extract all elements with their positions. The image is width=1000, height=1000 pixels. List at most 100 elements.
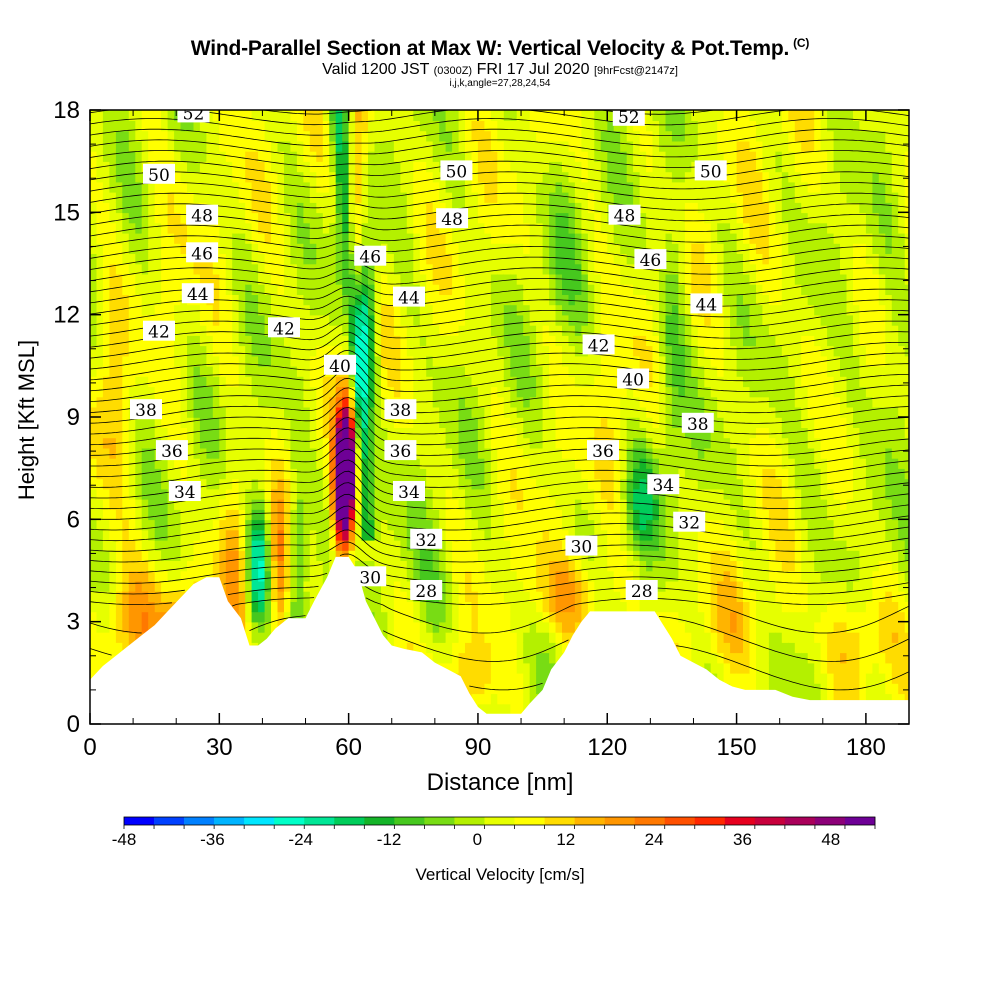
velocity-cell [691, 386, 699, 398]
velocity-cell [465, 110, 473, 121]
velocity-cell [174, 314, 182, 326]
velocity-cell [445, 263, 453, 275]
velocity-cell [316, 130, 324, 142]
velocity-cell [284, 478, 292, 490]
velocity-cell [232, 570, 240, 582]
velocity-cell [432, 263, 440, 275]
velocity-cell [529, 150, 537, 162]
velocity-cell [102, 642, 111, 654]
velocity-cell [109, 396, 117, 408]
velocity-cell [471, 140, 479, 152]
velocity-cell [665, 284, 673, 295]
velocity-cell [381, 498, 389, 510]
velocity-cell [251, 427, 259, 439]
velocity-cell [510, 417, 518, 428]
velocity-cell [562, 406, 570, 418]
velocity-cell [445, 529, 453, 541]
velocity-cell [219, 110, 227, 121]
velocity-cell [271, 365, 279, 377]
velocity-cell [691, 202, 699, 214]
velocity-cell [90, 601, 98, 613]
velocity-cell [665, 437, 673, 449]
velocity-cell [549, 212, 557, 224]
velocity-cell [96, 304, 104, 316]
velocity-cell [529, 652, 537, 664]
velocity-cell [284, 509, 292, 521]
velocity-cell [154, 232, 162, 244]
velocity-cell [497, 294, 505, 306]
velocity-cell [413, 212, 421, 224]
velocity-cell [187, 171, 195, 183]
velocity-cell [626, 427, 634, 439]
velocity-cell [633, 171, 641, 183]
velocity-cell [212, 498, 221, 510]
velocity-cell [516, 294, 524, 306]
velocity-cell [659, 284, 667, 295]
velocity-cell [419, 560, 428, 572]
velocity-cell [529, 591, 537, 602]
velocity-cell [238, 468, 246, 480]
velocity-cell [264, 498, 272, 510]
velocity-cell [122, 181, 130, 193]
velocity-cell [161, 580, 169, 592]
velocity-cell [174, 222, 182, 234]
velocity-cell [316, 417, 324, 428]
velocity-cell [238, 498, 246, 510]
velocity-cell [562, 417, 570, 428]
velocity-cell [471, 652, 479, 664]
velocity-cell [258, 263, 266, 275]
velocity-cell [206, 427, 214, 439]
velocity-cell [607, 222, 615, 234]
velocity-cell [477, 457, 486, 469]
velocity-cell [439, 468, 447, 480]
velocity-cell [691, 621, 699, 633]
velocity-cell [102, 570, 111, 582]
velocity-cell [490, 130, 499, 142]
velocity-cell [206, 386, 214, 398]
velocity-cell [419, 621, 428, 633]
velocity-cell [652, 550, 660, 561]
velocity-cell [284, 161, 292, 173]
velocity-cell [574, 273, 583, 285]
velocity-cell [665, 529, 673, 541]
velocity-cell [335, 140, 343, 152]
velocity-cell [342, 120, 350, 132]
velocity-cell [264, 222, 272, 234]
velocity-cell [452, 539, 460, 551]
velocity-cell [503, 478, 512, 490]
velocity-cell [148, 468, 156, 480]
velocity-cell [529, 191, 537, 203]
velocity-cell [465, 529, 473, 541]
velocity-cell [212, 314, 221, 326]
velocity-cell [102, 191, 111, 203]
velocity-cell [639, 457, 647, 469]
velocity-cell [497, 631, 505, 643]
velocity-cell [516, 488, 524, 500]
velocity-cell [232, 140, 240, 152]
velocity-cell [361, 427, 369, 439]
velocity-cell [238, 294, 246, 306]
velocity-cell [542, 580, 550, 592]
velocity-cell [465, 662, 473, 674]
velocity-cell [432, 294, 440, 306]
velocity-cell [296, 120, 305, 132]
velocity-cell [329, 519, 337, 531]
velocity-cell [503, 662, 512, 674]
velocity-cell [497, 232, 505, 244]
velocity-cell [477, 509, 486, 521]
velocity-cell [387, 386, 395, 398]
velocity-cell [516, 304, 524, 316]
velocity-cell [180, 509, 188, 521]
velocity-cell [419, 447, 428, 459]
velocity-cell [245, 580, 253, 592]
velocity-cell [167, 294, 175, 306]
velocity-cell [503, 110, 512, 121]
velocity-cell [445, 253, 453, 265]
velocity-cell [128, 488, 137, 500]
velocity-cell [271, 171, 279, 183]
velocity-cell [484, 683, 492, 695]
velocity-cell [652, 191, 660, 203]
velocity-cell [400, 601, 408, 613]
velocity-cell [355, 498, 363, 510]
velocity-cell [406, 550, 415, 561]
